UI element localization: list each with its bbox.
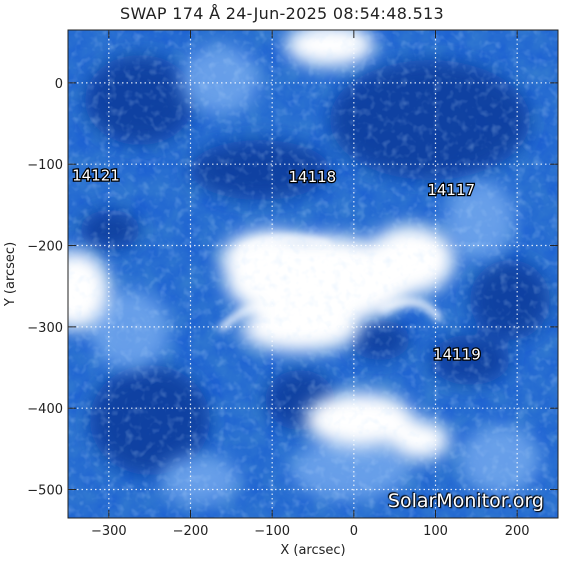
region-label: 14117 xyxy=(427,181,475,199)
x-tick-label: −100 xyxy=(254,524,290,539)
x-tick-label: 0 xyxy=(350,524,358,539)
image-title: SWAP 174 Å 24-Jun-2025 08:54:48.513 xyxy=(119,4,445,23)
region-label: 14121 xyxy=(72,166,120,184)
y-tick-label: −100 xyxy=(27,158,63,173)
plot-frame xyxy=(67,29,559,519)
solar-image xyxy=(68,30,558,518)
axis-ticks: −300 −200 −100 0 100 200 0 −100 −200 −300 −400 −500 xyxy=(27,30,558,539)
x-tick-label: 100 xyxy=(423,524,448,539)
y-axis-label: Y (arcsec) xyxy=(3,242,18,307)
x-tick-label: −200 xyxy=(173,524,209,539)
region-label: 14119 xyxy=(433,345,481,363)
y-tick-label: −300 xyxy=(27,321,63,336)
x-tick-label: −300 xyxy=(91,524,127,539)
coordinate-grid xyxy=(68,30,558,518)
y-tick-label: 0 xyxy=(55,77,63,92)
y-tick-label: −200 xyxy=(27,240,63,255)
region-label: 14118 xyxy=(289,168,337,186)
x-tick-label: 200 xyxy=(505,524,530,539)
y-tick-label: −500 xyxy=(27,484,63,499)
x-axis-label: X (arcsec) xyxy=(280,543,345,558)
region-labels: 14121 14118 14117 14119 xyxy=(71,165,482,364)
y-tick-label: −400 xyxy=(27,402,63,417)
watermark: SolarMonitor.org xyxy=(387,490,544,512)
